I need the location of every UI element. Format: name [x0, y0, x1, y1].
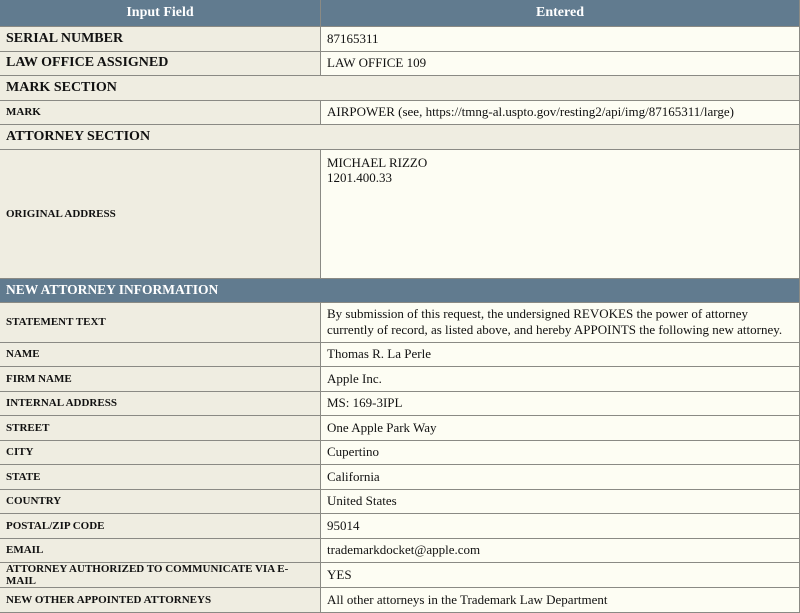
city-value: Cupertino	[320, 439, 800, 465]
address-line-2: 1201.400.33	[327, 169, 392, 185]
state-label: STATE	[0, 464, 321, 490]
table-row: MARK AIRPOWER (see, https://tmng-al.uspt…	[0, 99, 800, 125]
original-address-label: ORIGINAL ADDRESS	[0, 148, 321, 279]
state-value: California	[320, 464, 800, 490]
email-authorized-label: ATTORNEY AUTHORIZED TO COMMUNICATE VIA E…	[0, 562, 321, 588]
table-row: ORIGINAL ADDRESS MICHAEL RIZZO 1201.400.…	[0, 148, 800, 279]
firm-name-label: FIRM NAME	[0, 366, 321, 392]
postal-code-label: POSTAL/ZIP CODE	[0, 513, 321, 539]
name-value: Thomas R. La Perle	[320, 341, 800, 367]
firm-name-value: Apple Inc.	[320, 366, 800, 392]
serial-number-label: SERIAL NUMBER	[0, 26, 321, 52]
table-row: ATTORNEY AUTHORIZED TO COMMUNICATE VIA E…	[0, 562, 800, 588]
original-address-value: MICHAEL RIZZO 1201.400.33	[320, 148, 800, 279]
other-attorneys-label: NEW OTHER APPOINTED ATTORNEYS	[0, 587, 321, 613]
statement-text-label: STATEMENT TEXT	[0, 301, 321, 343]
table-row: COUNTRY United States	[0, 488, 800, 514]
email-value: trademarkdocket@apple.com	[320, 537, 800, 563]
mark-section-heading: MARK SECTION	[0, 75, 800, 101]
email-label: EMAIL	[0, 537, 321, 563]
section-row: NEW ATTORNEY INFORMATION	[0, 277, 800, 303]
table-row: INTERNAL ADDRESS MS: 169-3IPL	[0, 390, 800, 416]
table-row: POSTAL/ZIP CODE 95014	[0, 513, 800, 539]
table-row: CITY Cupertino	[0, 439, 800, 465]
header-input-field: Input Field	[0, 0, 321, 27]
statement-text-value: By submission of this request, the under…	[320, 301, 800, 343]
postal-code-value: 95014	[320, 513, 800, 539]
city-label: CITY	[0, 439, 321, 465]
law-office-label: LAW OFFICE ASSIGNED	[0, 50, 321, 76]
law-office-value: LAW OFFICE 109	[320, 50, 800, 76]
table-row: STREET One Apple Park Way	[0, 415, 800, 441]
mark-value: AIRPOWER (see, https://tmng-al.uspto.gov…	[320, 99, 800, 125]
country-label: COUNTRY	[0, 488, 321, 514]
section-row: ATTORNEY SECTION	[0, 124, 800, 150]
internal-address-label: INTERNAL ADDRESS	[0, 390, 321, 416]
internal-address-value: MS: 169-3IPL	[320, 390, 800, 416]
address-line-1: MICHAEL RIZZO	[327, 154, 428, 170]
table-row: FIRM NAME Apple Inc.	[0, 366, 800, 392]
header-row: Input Field Entered	[0, 0, 800, 27]
table-row: STATE California	[0, 464, 800, 490]
table-row: LAW OFFICE ASSIGNED LAW OFFICE 109	[0, 50, 800, 76]
new-attorney-section-heading: NEW ATTORNEY INFORMATION	[0, 277, 800, 303]
section-row: MARK SECTION	[0, 75, 800, 101]
table-row: SERIAL NUMBER 87165311	[0, 26, 800, 52]
other-attorneys-value: All other attorneys in the Trademark Law…	[320, 587, 800, 613]
serial-number-value: 87165311	[320, 26, 800, 52]
mark-label: MARK	[0, 99, 321, 125]
street-value: One Apple Park Way	[320, 415, 800, 441]
attorney-section-heading: ATTORNEY SECTION	[0, 124, 800, 150]
name-label: NAME	[0, 341, 321, 367]
table-row: NAME Thomas R. La Perle	[0, 341, 800, 367]
table-row: EMAIL trademarkdocket@apple.com	[0, 537, 800, 563]
street-label: STREET	[0, 415, 321, 441]
table-row: STATEMENT TEXT By submission of this req…	[0, 301, 800, 343]
table-row: NEW OTHER APPOINTED ATTORNEYS All other a…	[0, 587, 800, 613]
email-authorized-value: YES	[320, 562, 800, 588]
header-entered: Entered	[320, 0, 800, 27]
country-value: United States	[320, 488, 800, 514]
